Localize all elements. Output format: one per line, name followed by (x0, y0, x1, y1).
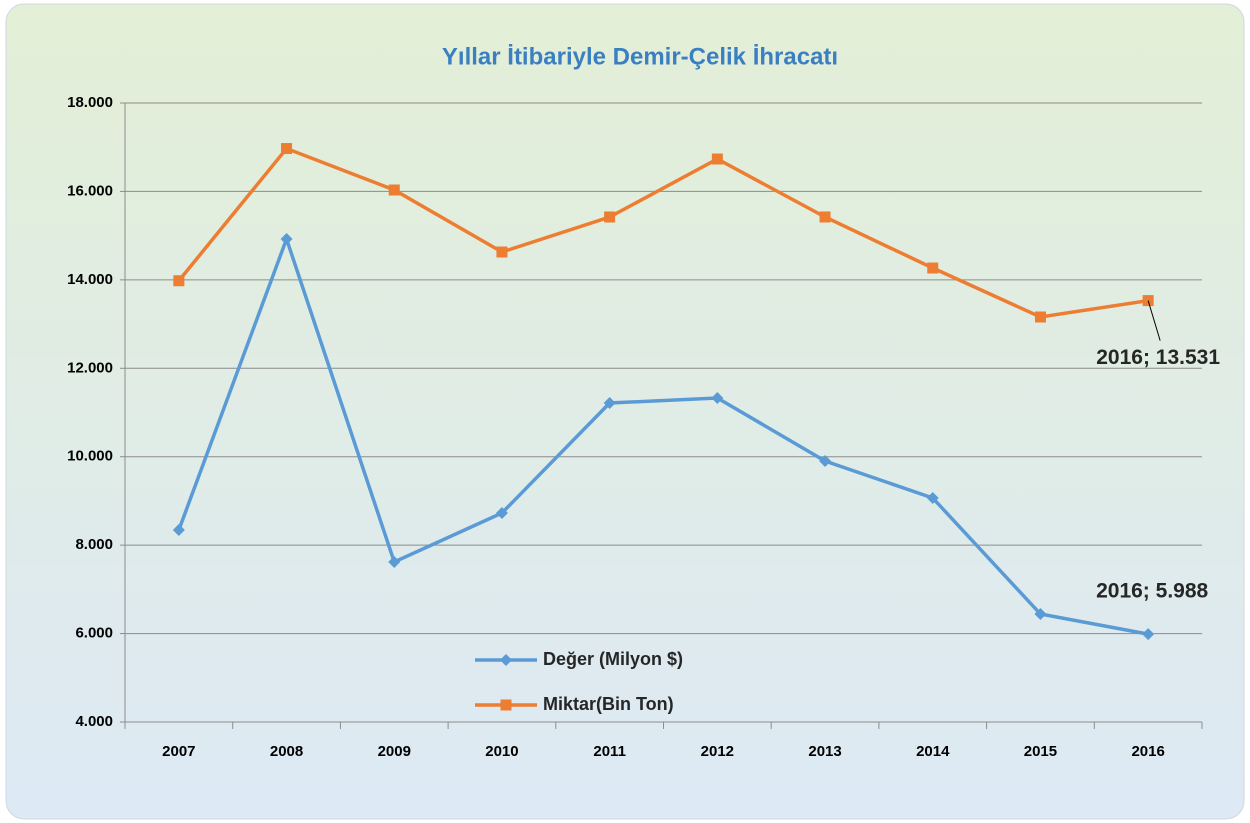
marker (388, 184, 400, 196)
y-tick-label: 16.000 (67, 182, 113, 199)
y-tick-label: 14.000 (67, 271, 113, 288)
marker (388, 555, 401, 568)
x-tick-label: 2007 (162, 743, 195, 760)
leader-line (1147, 300, 1161, 341)
x-tick-label: 2012 (701, 743, 734, 760)
marker (496, 246, 508, 258)
marker (711, 153, 723, 165)
marker (1034, 311, 1046, 323)
x-tick-label: 2008 (270, 743, 303, 760)
marker (281, 143, 293, 155)
marker (711, 391, 724, 404)
marker (495, 506, 508, 519)
marker (927, 262, 939, 274)
y-tick-label: 18.000 (67, 94, 113, 111)
x-tick-label: 2015 (1024, 743, 1057, 760)
data-label: 2016; 13.531 (1096, 346, 1220, 369)
x-tick-label: 2011 (593, 743, 626, 760)
marker (173, 275, 185, 287)
chart-background (5, 3, 1245, 820)
marker (500, 654, 512, 666)
y-tick-label: 12.000 (67, 359, 113, 376)
marker (603, 396, 616, 409)
y-tick-label: 6.000 (75, 625, 113, 642)
legend-label: Miktar(Bin Ton) (543, 694, 674, 714)
series-line (177, 233, 1149, 636)
y-tick-label: 4.000 (75, 713, 113, 730)
chart-title: Yıllar İtibariyle Demir-Çelik İhracatı (442, 43, 838, 70)
marker (1142, 628, 1155, 641)
marker (604, 211, 616, 223)
legend-label: Değer (Milyon $) (543, 649, 683, 669)
marker (1034, 608, 1047, 621)
marker (500, 699, 512, 711)
marker (172, 523, 185, 536)
y-tick-label: 10.000 (67, 448, 113, 465)
x-tick-label: 2013 (808, 743, 841, 760)
marker (819, 455, 832, 468)
x-tick-label: 2009 (378, 743, 411, 760)
x-tick-label: 2010 (485, 743, 518, 760)
marker (280, 233, 293, 246)
data-label: 2016; 5.988 (1096, 580, 1208, 603)
marker (926, 492, 939, 505)
x-tick-label: 2016 (1131, 743, 1164, 760)
y-tick-label: 8.000 (75, 536, 113, 553)
series-line (177, 146, 1149, 319)
x-tick-label: 2014 (916, 743, 950, 760)
marker (819, 211, 831, 223)
